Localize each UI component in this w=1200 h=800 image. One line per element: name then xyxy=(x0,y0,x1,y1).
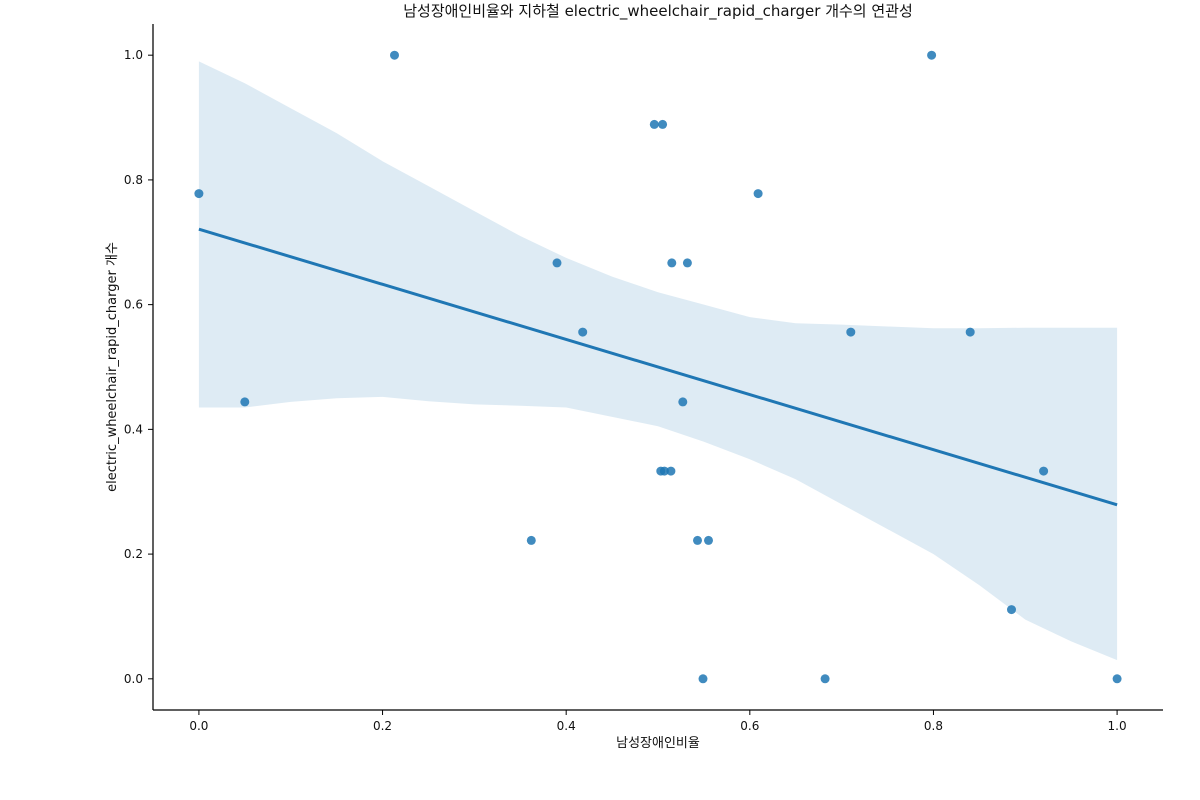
y-tick-label: 0.8 xyxy=(124,173,143,187)
y-tick-label: 0.2 xyxy=(124,547,143,561)
data-point xyxy=(552,258,562,268)
x-tick-label: 0.4 xyxy=(557,719,576,733)
regression-line-layer xyxy=(198,227,1118,507)
regression-line xyxy=(198,227,1118,507)
y-axis-title: electric_wheelchair_rapid_charger 개수 xyxy=(105,242,120,492)
x-axis-title: 남성장애인비율 xyxy=(616,736,700,751)
x-ticks-layer: 0.0 0.2 0.4 0.6 0.8 1.0 xyxy=(189,710,1127,733)
data-point xyxy=(578,327,588,337)
data-point xyxy=(846,327,856,337)
data-point xyxy=(1112,674,1122,684)
x-tick-label: 1.0 xyxy=(1108,719,1127,733)
x-tick-label: 0.0 xyxy=(189,719,208,733)
x-tick-label: 0.2 xyxy=(373,719,392,733)
data-point xyxy=(194,189,204,199)
data-point xyxy=(753,189,763,199)
data-point xyxy=(965,327,975,337)
data-point xyxy=(390,50,399,60)
y-tick-label: 0.4 xyxy=(124,422,143,436)
y-tick-label: 0.6 xyxy=(124,298,143,312)
scatter-points-layer xyxy=(194,50,1122,684)
data-point xyxy=(649,119,659,129)
x-tick-label: 0.8 xyxy=(924,719,943,733)
y-tick-label: 1.0 xyxy=(124,48,143,62)
data-point xyxy=(927,50,937,60)
x-tick-label: 0.6 xyxy=(740,719,759,733)
data-point xyxy=(666,466,676,476)
axes-layer xyxy=(152,24,1163,711)
data-point xyxy=(1007,605,1016,615)
data-point xyxy=(693,535,702,545)
data-point xyxy=(820,674,830,684)
chart-title: 남성장애인비율와 지하철 electric_wheelchair_rapid_c… xyxy=(403,2,913,21)
data-point xyxy=(682,258,692,268)
data-point xyxy=(658,119,668,129)
data-point xyxy=(526,535,536,545)
y-tick-label: 0.0 xyxy=(124,672,143,686)
data-point xyxy=(704,535,713,545)
data-point xyxy=(698,674,708,684)
data-point xyxy=(659,466,669,476)
y-ticks-layer: 0.0 0.2 0.4 0.6 0.8 1.0 xyxy=(124,48,153,686)
data-point xyxy=(678,397,688,407)
confidence-band-layer xyxy=(198,61,1118,661)
confidence-band xyxy=(198,61,1118,661)
data-point xyxy=(667,258,677,268)
data-point xyxy=(1039,466,1049,476)
data-point xyxy=(240,397,250,407)
